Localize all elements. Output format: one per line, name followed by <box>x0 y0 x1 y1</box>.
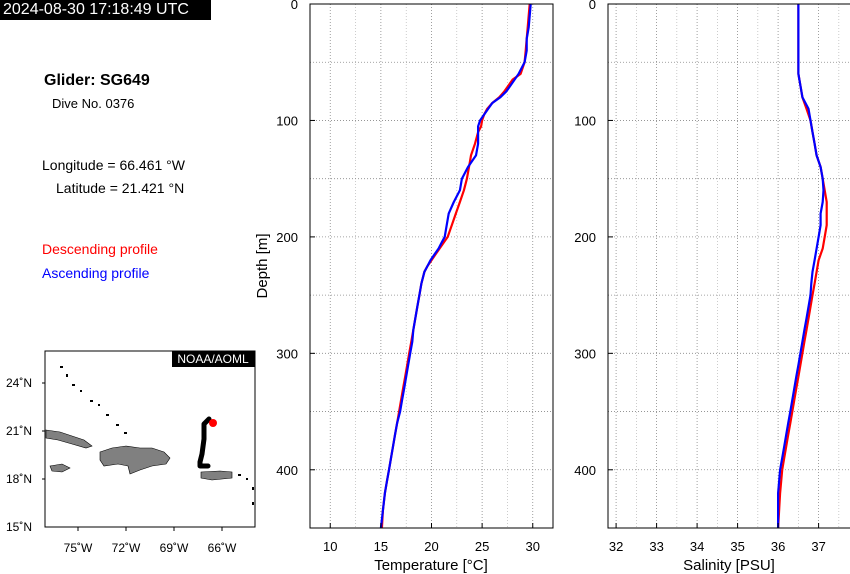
island-dot <box>238 474 241 476</box>
y-tick-label: 0 <box>291 0 298 12</box>
x-tick-label: 32 <box>609 539 623 554</box>
island-dot <box>124 432 127 434</box>
ascending-legend: Ascending profile <box>42 265 150 281</box>
ascending-profile-line <box>776 4 825 528</box>
y-tick-label: 400 <box>574 463 596 478</box>
island-dot <box>90 400 93 402</box>
descending-profile-line <box>380 3 531 529</box>
map-lon-tick: 72˚W <box>112 541 141 555</box>
x-tick-label: 20 <box>424 539 438 554</box>
y-tick-label: 100 <box>276 113 298 128</box>
island-dot <box>252 502 254 505</box>
map-credit-box <box>172 351 255 367</box>
map-lat-ticks: 15˚N 18˚N 21˚N 24˚N <box>6 376 32 534</box>
island-dot <box>98 404 100 406</box>
map-credit: NOAA/AOML <box>177 352 249 366</box>
island-dot <box>60 366 63 368</box>
x-tick-label: 35 <box>730 539 744 554</box>
map-land <box>45 429 233 481</box>
x-tick-label: 34 <box>690 539 704 554</box>
temperature-x-ticks: 10 15 20 25 30 <box>323 523 540 554</box>
map-lon-ticks: 75˚W 72˚W 69˚W 66˚W <box>64 541 237 555</box>
descending-legend: Descending profile <box>42 241 158 257</box>
map-lat-tick: 18˚N <box>6 472 32 486</box>
descending-profile-line <box>777 4 828 529</box>
x-tick-label: 25 <box>475 539 489 554</box>
salinity-y-ticks: 0 100 200 300 400 <box>574 0 613 478</box>
temperature-y-ticks: 0 100 200 300 400 <box>276 0 315 478</box>
salinity-grid <box>608 3 850 529</box>
map-lat-tick: 21˚N <box>6 424 32 438</box>
y-tick-label: 200 <box>574 230 596 245</box>
map-lon-tick: 66˚W <box>208 541 237 555</box>
map-lon-tickmarks <box>77 527 223 531</box>
y-tick-label: 400 <box>276 463 298 478</box>
map-islands <box>60 366 254 505</box>
y-tick-label: 300 <box>574 346 596 361</box>
timestamp-banner: 2024-08-30 17:18:49 UTC <box>0 0 211 20</box>
depth-y-label: Depth [m] <box>254 233 271 298</box>
glider-position-marker <box>209 419 217 427</box>
temperature-grid <box>310 3 553 529</box>
temperature-x-label: Temperature [°C] <box>374 557 488 574</box>
map-lat-tick: 15˚N <box>6 520 32 534</box>
y-tick-label: 200 <box>276 230 298 245</box>
salinity-plot-frame <box>607 3 850 529</box>
cuba-land <box>45 429 93 449</box>
map-lon-tick: 69˚W <box>160 541 189 555</box>
island-dot <box>66 374 68 377</box>
x-tick-label: 15 <box>374 539 388 554</box>
x-tick-label: 36 <box>771 539 785 554</box>
puerto-rico-land <box>200 470 233 481</box>
map-lon-tick: 75˚W <box>64 541 93 555</box>
x-tick-label: 37 <box>811 539 825 554</box>
dive-number: Dive No. 0376 <box>52 96 135 111</box>
x-tick-label: 10 <box>323 539 337 554</box>
longitude-text: Longitude = 66.461 °W <box>42 157 185 173</box>
island-dot <box>252 487 254 490</box>
map-lat-tickmarks <box>42 382 45 480</box>
island-dot <box>246 478 248 480</box>
location-map: NOAA/AOML 15˚N 18˚N 21˚N 24˚N 75˚W 72˚W … <box>6 350 256 555</box>
salinity-x-ticks: 32 33 34 35 36 37 <box>609 523 826 554</box>
jamaica-land <box>49 463 71 473</box>
y-tick-label: 300 <box>276 346 298 361</box>
island-dot <box>106 414 109 416</box>
salinity-x-label: Salinity [PSU] <box>683 557 775 574</box>
x-tick-label: 33 <box>649 539 663 554</box>
y-tick-label: 0 <box>589 0 596 12</box>
island-dot <box>72 384 75 386</box>
temperature-plot-frame <box>309 3 554 529</box>
island-dot <box>116 424 119 426</box>
temperature-lines <box>379 3 532 529</box>
map-lat-tick: 24˚N <box>6 376 32 390</box>
island-dot <box>80 390 82 392</box>
y-tick-label: 100 <box>574 113 596 128</box>
ascending-profile-line <box>379 3 532 529</box>
x-tick-label: 30 <box>526 539 540 554</box>
glider-title: Glider: SG649 <box>44 72 150 89</box>
salinity-lines <box>776 4 828 529</box>
hispaniola-land <box>99 445 171 475</box>
glider-track <box>197 416 212 469</box>
latitude-text: Latitude = 21.421 °N <box>56 180 185 196</box>
